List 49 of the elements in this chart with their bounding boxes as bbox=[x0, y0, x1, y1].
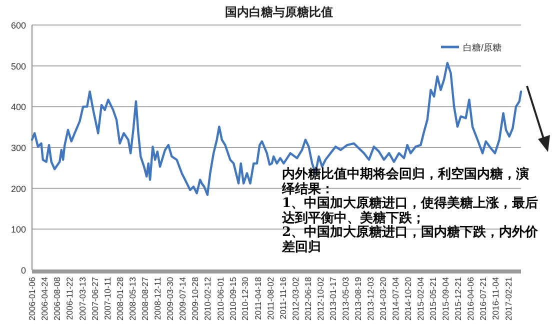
y-tick-label: 300 bbox=[10, 143, 26, 153]
x-tick-label: 2006-01-06 bbox=[27, 276, 37, 320]
x-tick-label: 2011-04-18 bbox=[252, 276, 263, 320]
x-tick-label: 2015-05-21 bbox=[428, 276, 438, 320]
x-tick-label: 2013-08-19 bbox=[353, 276, 364, 320]
x-tick-label: 2010-06-01 bbox=[215, 276, 226, 320]
x-tick-label: 2010-09-15 bbox=[228, 276, 238, 320]
x-tick-label: 2012-06-18 bbox=[303, 276, 314, 320]
x-tick-label: 2013-05-03 bbox=[340, 276, 350, 320]
x-tick-label: 2013-01-17 bbox=[328, 276, 338, 320]
x-tick-label: 2011-11-16 bbox=[278, 276, 288, 320]
y-tick-label: 600 bbox=[10, 20, 26, 30]
x-tick-label: 2007-06-27 bbox=[90, 276, 100, 320]
x-tick-label: 2011-08-02 bbox=[265, 276, 276, 320]
x-tick-label: 2015-09-04 bbox=[440, 276, 451, 320]
x-tick-label: 2015-02-04 bbox=[416, 276, 426, 320]
y-tick-label: 100 bbox=[10, 224, 26, 235]
y-tick-label: 0 bbox=[20, 266, 26, 276]
x-tick-label: 2013-12-03 bbox=[366, 276, 376, 320]
y-tick-label: 200 bbox=[10, 184, 26, 194]
x-tick-label: 2014-10-20 bbox=[403, 276, 414, 320]
x-tick-label: 2008-05-13 bbox=[128, 276, 138, 320]
x-tick-label: 2016-04-06 bbox=[466, 276, 476, 320]
x-tick-label: 2016-11-04 bbox=[490, 276, 501, 320]
x-tick-label: 2010-02-12 bbox=[202, 276, 213, 320]
legend-label: 白糖/原糖 bbox=[463, 42, 502, 52]
x-tick-label: 2012-10-02 bbox=[315, 276, 326, 320]
x-tick-label: 2014-03-20 bbox=[378, 276, 388, 320]
x-tick-label: 2014-07-04 bbox=[390, 276, 400, 320]
y-tick-label: 400 bbox=[10, 102, 26, 112]
x-tick-label: 2015-12-21 bbox=[453, 276, 464, 320]
x-tick-label: 2006-08-08 bbox=[52, 276, 62, 320]
annotation: 内外糖比值中期将会回归，利空国内糖，演绎结果： 1、中国加大原糖进口，使得美糖上涨，最后达到平衡中、美糖下跌； 2、中国加大原糖进口，国内糖下跌，内外价差回归 bbox=[282, 167, 540, 255]
x-tick-label: 2007-10-11 bbox=[102, 276, 112, 320]
x-tick-label: 2008-01-28 bbox=[115, 276, 126, 320]
x-tick-label: 2017-02-21 bbox=[503, 276, 514, 320]
x-tick-label: 2006-04-24 bbox=[40, 276, 50, 320]
x-tick-label: 2008-08-27 bbox=[140, 276, 150, 320]
y-tick-label: 500 bbox=[10, 61, 26, 72]
x-tick-label: 2016-07-21 bbox=[478, 276, 488, 320]
x-tick-label: 2009-07-14 bbox=[178, 276, 188, 320]
x-tick-label: 2009-03-30 bbox=[165, 276, 176, 320]
x-tick-label: 2012-03-02 bbox=[290, 276, 300, 320]
x-tick-label: 2008-12-11 bbox=[152, 276, 162, 320]
chart-title: 国内白糖与原糖比值 bbox=[225, 5, 333, 19]
x-tick-label: 2009-10-28 bbox=[190, 276, 200, 320]
x-tick-label: 2010-12-30 bbox=[240, 276, 250, 320]
x-tick-label: 2007-03-13 bbox=[78, 276, 88, 320]
x-tick-label: 2006-11-22 bbox=[64, 276, 75, 320]
